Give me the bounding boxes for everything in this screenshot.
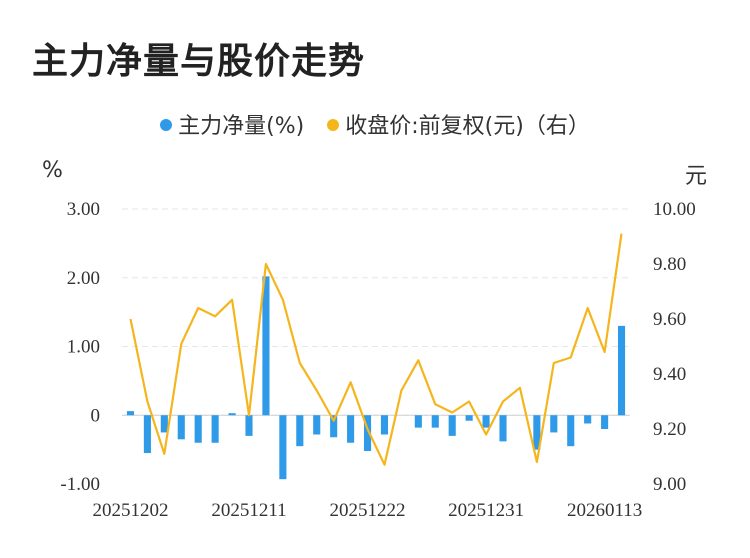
bar <box>262 276 270 416</box>
bar <box>584 415 592 424</box>
x-tick-label: 20251211 <box>211 500 286 521</box>
bar <box>465 415 473 421</box>
bar <box>330 415 338 438</box>
x-tick-label: 20251231 <box>448 500 524 521</box>
legend-line-marker-icon <box>327 119 340 131</box>
bar <box>211 415 219 443</box>
bar <box>482 415 490 428</box>
legend-item-net[interactable]: 主力净量(%) <box>160 108 304 140</box>
bar <box>414 415 422 428</box>
legend-bar-marker-icon <box>160 119 173 131</box>
bar <box>601 415 609 429</box>
right-axis-unit: 元 <box>685 164 708 189</box>
y-left-tick-label: 2.00 <box>67 268 100 289</box>
bar <box>143 415 151 454</box>
x-tick-label: 20251202 <box>92 500 168 521</box>
y-right-tick-label: 9.00 <box>653 474 686 495</box>
bar <box>363 415 372 451</box>
y-right-tick-label: 10.00 <box>653 199 696 220</box>
y-left-tick-label: -1.00 <box>60 474 100 495</box>
bar <box>431 415 439 428</box>
bar <box>296 415 304 447</box>
bar <box>617 325 626 416</box>
bar <box>245 415 253 436</box>
legend-label-net: 主力净量(%) <box>178 114 305 139</box>
bar <box>194 415 202 443</box>
bar <box>228 413 236 416</box>
legend-label-price: 收盘价:前复权(元)（右） <box>345 114 590 139</box>
bar <box>550 415 558 433</box>
bar <box>126 411 135 416</box>
price-line <box>129 233 623 466</box>
x-tick-label: 20260113 <box>567 500 642 521</box>
y-left-tick-label: 1.00 <box>67 337 100 358</box>
bar <box>380 415 389 435</box>
left-axis-unit: % <box>42 158 63 183</box>
y-left-tick-label: 3.00 <box>67 199 100 220</box>
y-right-tick-label: 9.80 <box>653 254 686 275</box>
bar <box>499 415 507 442</box>
bar <box>567 415 575 447</box>
bar <box>347 415 355 443</box>
legend-item-price[interactable]: 收盘价:前复权(元)（右） <box>327 108 590 140</box>
chart-title: 主力净量与股价走势 <box>32 41 366 82</box>
y-right-tick-label: 9.60 <box>653 309 686 330</box>
y-right-tick-label: 9.20 <box>653 419 686 440</box>
bar <box>448 415 456 436</box>
legend: 主力净量(%) 收盘价:前复权(元)（右） <box>0 108 750 140</box>
x-tick-label: 20251222 <box>330 500 406 521</box>
bar <box>177 415 185 440</box>
y-right-tick-label: 9.40 <box>653 364 686 385</box>
bar <box>279 415 287 480</box>
y-left-tick-label: 0 <box>91 405 101 426</box>
bar <box>533 415 541 450</box>
bar <box>160 415 168 433</box>
bar <box>313 415 321 435</box>
